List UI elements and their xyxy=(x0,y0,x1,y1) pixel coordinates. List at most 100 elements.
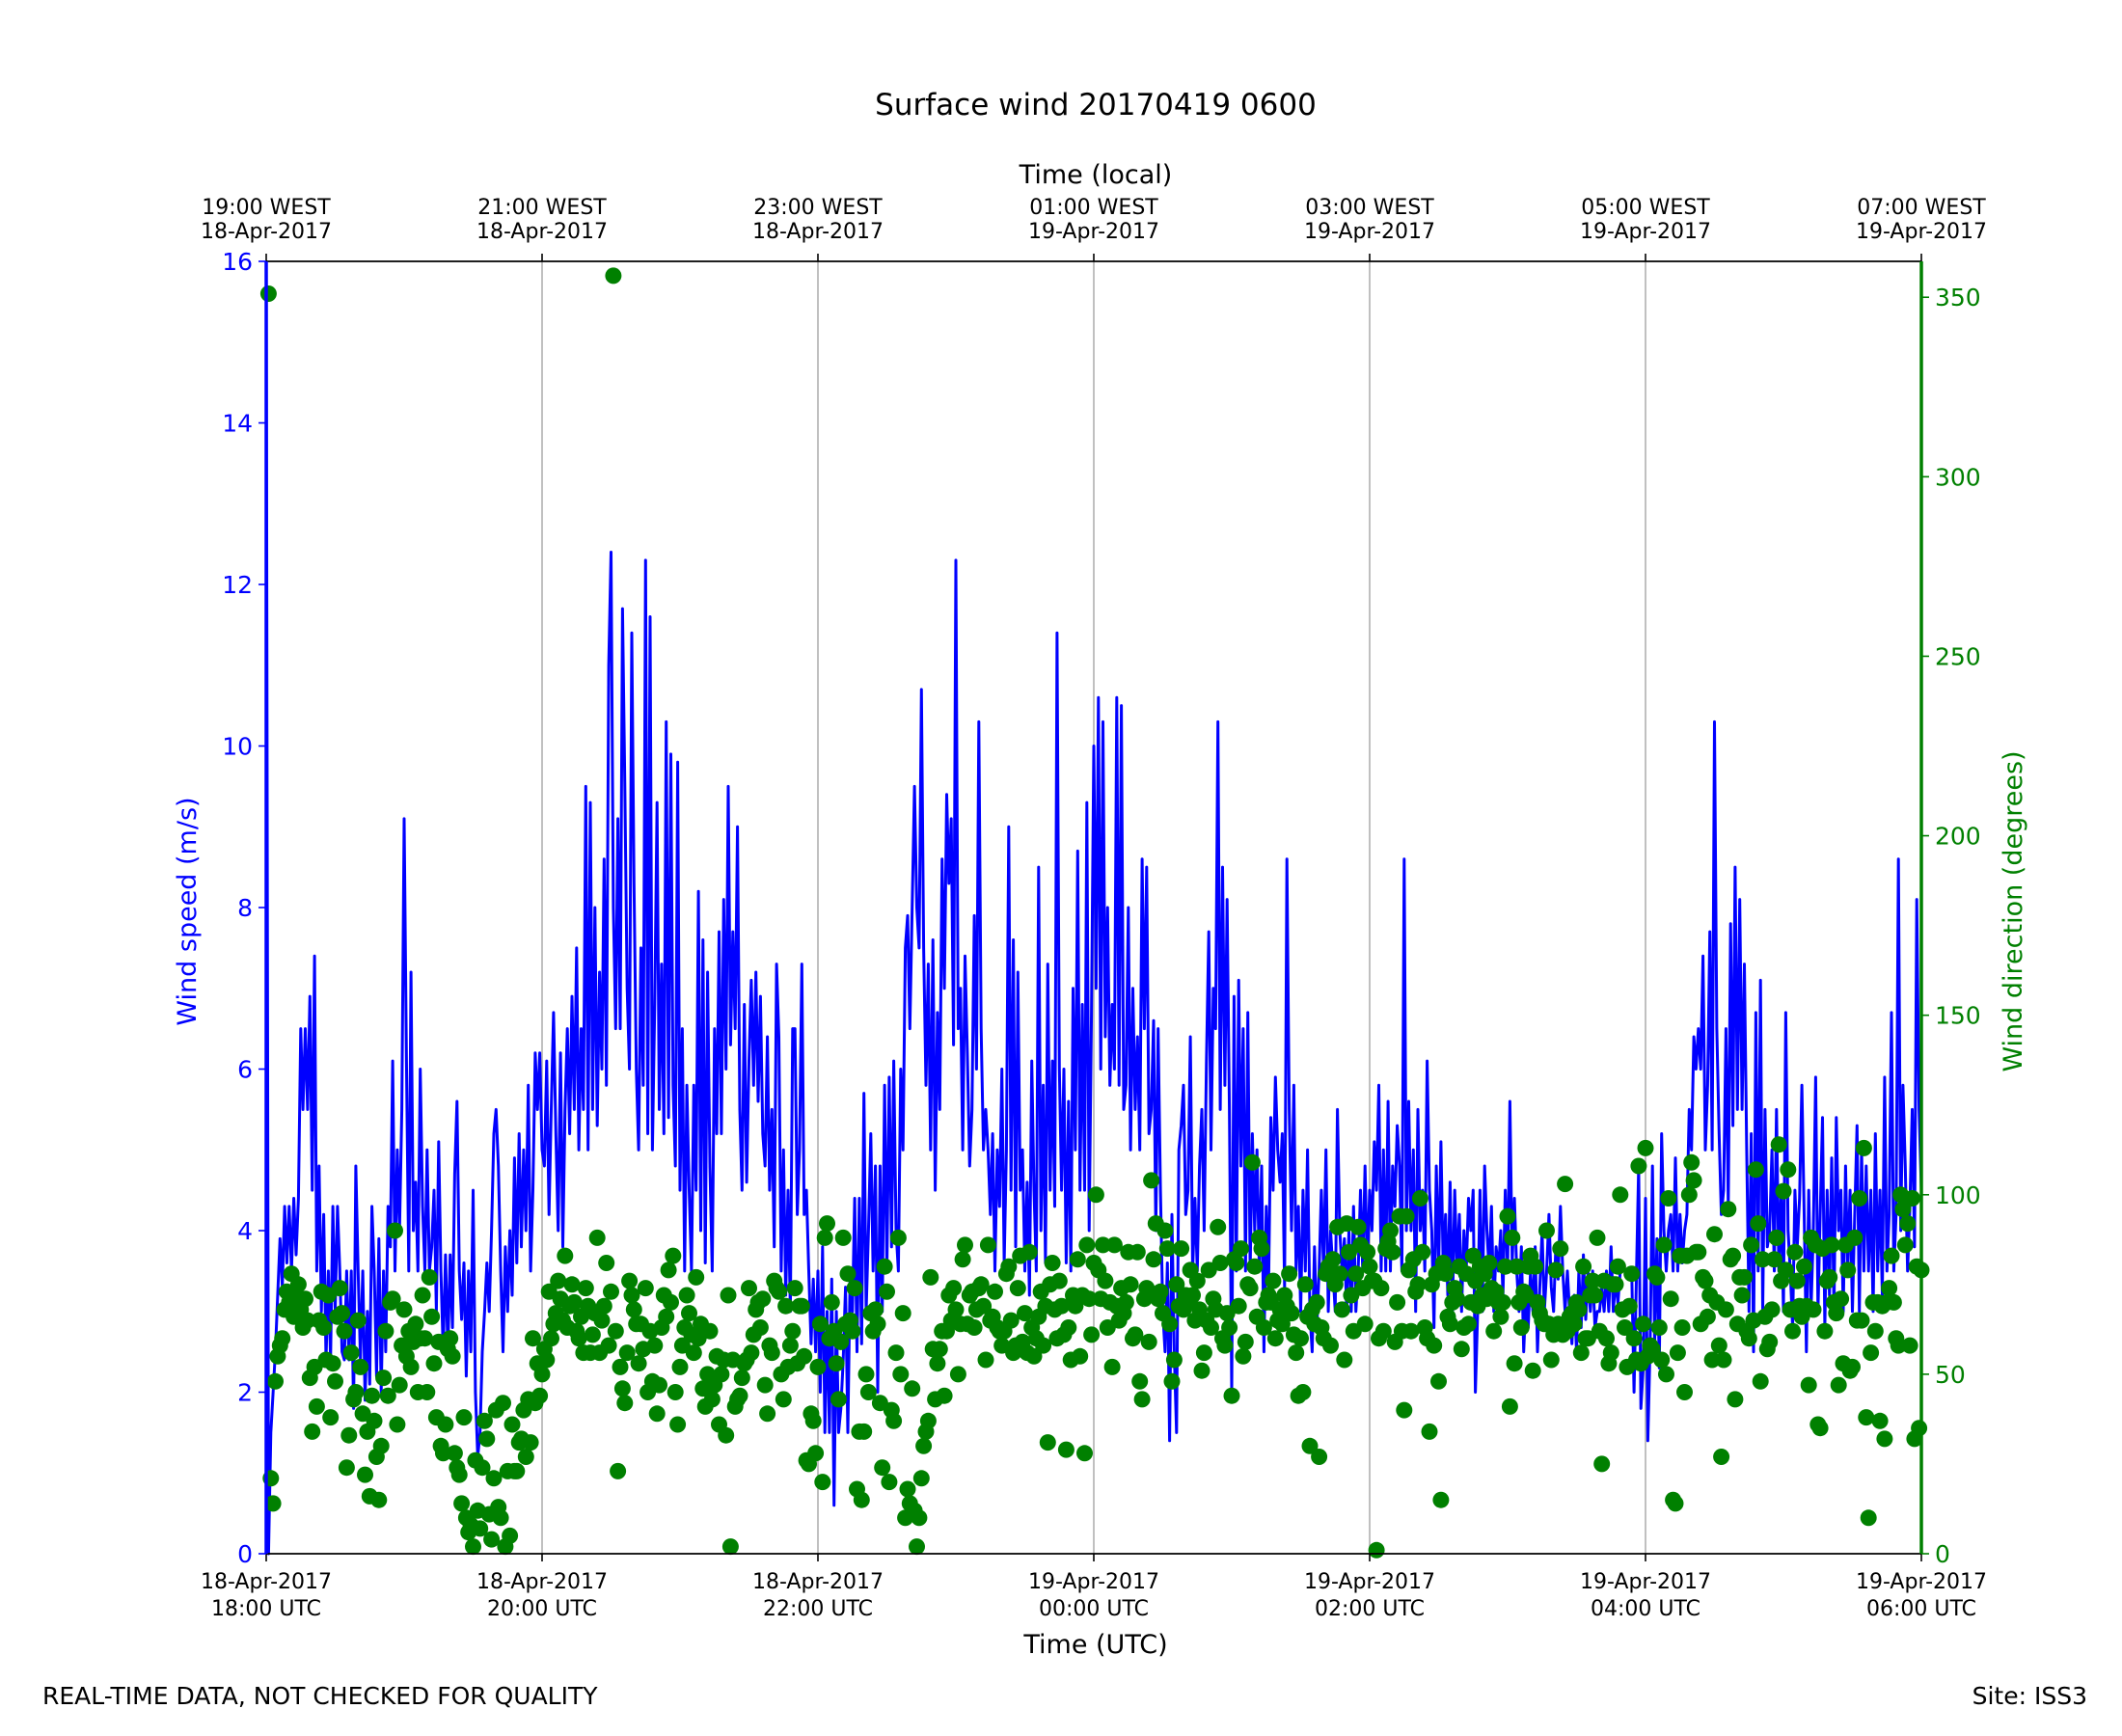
wind-direction-point xyxy=(375,1370,393,1387)
wind-direction-point xyxy=(1210,1218,1227,1235)
wind-direction-point xyxy=(1161,1316,1179,1333)
wind-direction-point xyxy=(444,1347,461,1365)
wind-direction-point xyxy=(525,1330,541,1347)
wind-direction-point xyxy=(1296,1276,1314,1293)
wind-direction-point xyxy=(1653,1351,1671,1369)
wind-direction-point xyxy=(1020,1243,1038,1261)
y-tick-label-right: 250 xyxy=(1935,642,1981,670)
wind-direction-point xyxy=(721,1538,739,1556)
wind-direction-point xyxy=(1288,1344,1305,1362)
wind-direction-point xyxy=(786,1280,803,1297)
wind-direction-point xyxy=(1308,1293,1325,1311)
wind-direction-point xyxy=(759,1405,776,1423)
wind-direction-point xyxy=(1000,1258,1018,1275)
wind-direction-point xyxy=(389,1416,406,1433)
wind-direction-point xyxy=(1899,1215,1917,1233)
wind-direction-point xyxy=(1437,1265,1455,1283)
wind-direction-point xyxy=(1361,1258,1378,1275)
wind-direction-point xyxy=(1097,1272,1114,1289)
wind-direction-point xyxy=(667,1384,684,1400)
wind-direction-point xyxy=(1623,1265,1641,1283)
wind-direction-point xyxy=(366,1412,383,1429)
wind-direction-point xyxy=(1557,1176,1574,1193)
wind-direction-point xyxy=(621,1272,639,1289)
wind-direction-point xyxy=(618,1344,636,1362)
wind-direction-point xyxy=(331,1280,348,1297)
wind-direction-point xyxy=(839,1265,857,1283)
wind-direction-point xyxy=(370,1491,388,1508)
wind-direction-point xyxy=(598,1255,615,1271)
x-tick-label-top-date: 18-Apr-2017 xyxy=(201,220,332,244)
wind-direction-point xyxy=(588,1229,606,1246)
wind-direction-point xyxy=(1453,1341,1470,1358)
wind-direction-point xyxy=(625,1301,642,1318)
wind-direction-point xyxy=(1281,1265,1298,1283)
wind-direction-point xyxy=(1858,1409,1875,1426)
wind-direction-point xyxy=(834,1229,852,1246)
wind-direction-point xyxy=(1901,1337,1918,1354)
wind-direction-point xyxy=(853,1491,870,1508)
wind-direction-point xyxy=(1853,1312,1870,1329)
wind-direction-point xyxy=(1660,1190,1677,1207)
x-tick-label-top-time: 21:00 WEST xyxy=(477,196,607,220)
wind-direction-point xyxy=(455,1409,473,1426)
wind-direction-point xyxy=(720,1287,737,1304)
wind-direction-point xyxy=(685,1344,702,1362)
wind-direction-point xyxy=(1524,1362,1541,1379)
wind-direction-point xyxy=(1740,1330,1757,1347)
wind-direction-point xyxy=(1904,1190,1920,1207)
bottom-axis-label: Time (UTC) xyxy=(1022,1630,1167,1660)
wind-direction-point xyxy=(1727,1391,1744,1408)
y-tick-label-left: 2 xyxy=(237,1379,253,1407)
wind-direction-point xyxy=(1860,1509,1877,1527)
wind-direction-point xyxy=(1538,1222,1555,1239)
x-tick-label-bottom-time: 06:00 UTC xyxy=(1866,1597,1976,1621)
wind-direction-point xyxy=(421,1268,438,1286)
x-tick-label-bottom-date: 19-Apr-2017 xyxy=(1856,1570,1987,1594)
x-tick-label-top-time: 01:00 WEST xyxy=(1029,196,1158,220)
wind-direction-point xyxy=(904,1380,921,1397)
wind-direction-point xyxy=(741,1280,757,1297)
x-tick-label-bottom-time: 22:00 UTC xyxy=(763,1597,873,1621)
wind-direction-point xyxy=(1384,1243,1401,1261)
wind-direction-point xyxy=(1203,1319,1219,1336)
wind-direction-point xyxy=(1481,1255,1498,1271)
wind-direction-point xyxy=(1152,1283,1169,1300)
wind-direction-point xyxy=(856,1423,873,1440)
top-axis-label: Time (local) xyxy=(1019,160,1173,190)
wind-speed-series xyxy=(264,260,1923,1556)
wind-direction-point xyxy=(1044,1255,1061,1271)
wind-direction-point xyxy=(637,1280,654,1297)
wind-direction-point xyxy=(846,1280,863,1297)
wind-direction-point xyxy=(1356,1316,1374,1333)
wind-direction-point xyxy=(1143,1172,1160,1189)
wind-direction-point xyxy=(1565,1316,1583,1333)
wind-direction-point xyxy=(1598,1330,1615,1347)
wind-direction-point xyxy=(929,1355,946,1372)
wind-direction-point xyxy=(1243,1153,1261,1171)
wind-direction-point xyxy=(1138,1280,1156,1297)
wind-direction-point xyxy=(671,1358,689,1375)
wind-direction-point xyxy=(1733,1287,1751,1304)
wind-direction-point xyxy=(423,1308,441,1325)
wind-direction-point xyxy=(1697,1272,1714,1289)
wind-direction-point xyxy=(1685,1172,1702,1189)
wind-direction-point xyxy=(1658,1366,1674,1383)
y-tick-label-left: 16 xyxy=(222,248,253,276)
wind-direction-point xyxy=(1460,1316,1477,1333)
wind-direction-point xyxy=(1673,1319,1691,1336)
x-tick-label-bottom-time: 20:00 UTC xyxy=(487,1597,597,1621)
wind-direction-point xyxy=(1331,1265,1348,1283)
wind-direction-point xyxy=(879,1283,895,1300)
wind-direction-point xyxy=(876,1258,893,1275)
wind-direction-point xyxy=(1885,1293,1902,1311)
wind-direction-point xyxy=(395,1301,413,1318)
wind-direction-point xyxy=(1411,1190,1428,1207)
wind-direction-point xyxy=(435,1445,451,1462)
wind-direction-point xyxy=(533,1366,551,1383)
wind-direction-point xyxy=(844,1322,861,1340)
wind-direction-point xyxy=(1725,1247,1742,1264)
wind-direction-point xyxy=(1430,1372,1447,1390)
wind-direction-point xyxy=(522,1434,539,1451)
